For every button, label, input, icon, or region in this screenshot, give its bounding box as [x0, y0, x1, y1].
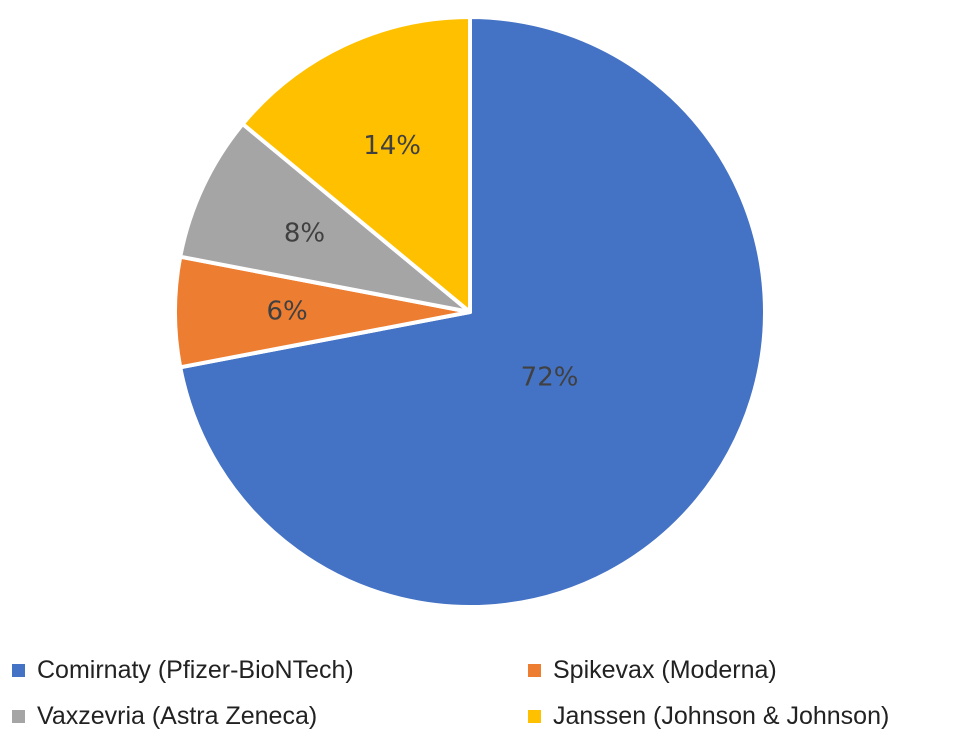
data-label-spikevax: 6%	[266, 297, 307, 327]
legend-item-janssen: Janssen (Johnson & Johnson)	[528, 698, 889, 734]
legend-item-comirnaty: Comirnaty (Pfizer-BioNTech)	[12, 652, 354, 688]
legend-swatch-janssen	[528, 709, 541, 723]
legend-item-vaxzevria: Vaxzevria (Astra Zeneca)	[12, 698, 317, 734]
pie-slice-janssen	[240, 15, 472, 314]
legend-item-spikevax: Spikevax (Moderna)	[528, 652, 777, 688]
legend-swatch-vaxzevria	[12, 709, 25, 723]
pie-plot-area: 72% 6% 8% 14%	[173, 15, 767, 609]
legend-label-spikevax: Spikevax (Moderna)	[553, 655, 777, 684]
legend-label-vaxzevria: Vaxzevria (Astra Zeneca)	[37, 701, 318, 730]
data-label-janssen: 14%	[363, 131, 421, 161]
legend: Comirnaty (Pfizer-BioNTech) Spikevax (Mo…	[0, 640, 969, 740]
data-label-vaxzevria: 8%	[284, 219, 325, 249]
legend-label-janssen: Janssen (Johnson & Johnson)	[553, 701, 890, 730]
pie-slice-vaxzevria	[178, 121, 472, 314]
pie-slices	[173, 15, 767, 609]
legend-label-comirnaty: Comirnaty (Pfizer-BioNTech)	[37, 655, 354, 684]
legend-swatch-comirnaty	[12, 663, 25, 677]
data-label-comirnaty: 72%	[521, 362, 579, 392]
pie-slice-comirnaty	[178, 15, 767, 609]
pie-data-labels: 72% 6% 8% 14%	[266, 131, 578, 392]
legend-swatch-spikevax	[528, 663, 541, 677]
